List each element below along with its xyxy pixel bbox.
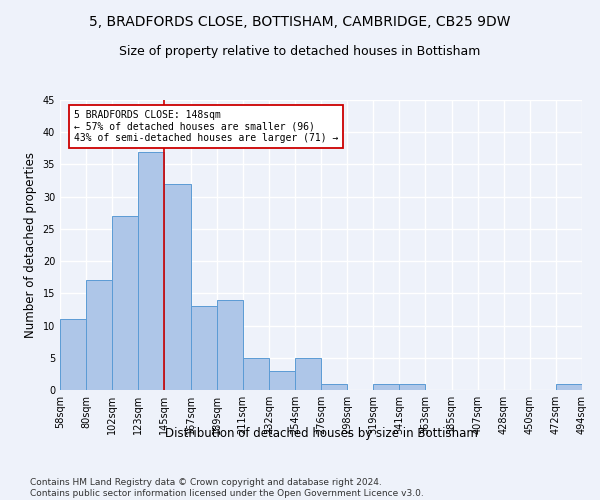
Bar [373,384,400,390]
Bar [60,319,86,390]
Bar [217,300,243,390]
Bar [321,384,347,390]
Bar [269,370,295,390]
Y-axis label: Number of detached properties: Number of detached properties [24,152,37,338]
Text: Distribution of detached houses by size in Bottisham: Distribution of detached houses by size … [164,428,478,440]
Bar [86,280,112,390]
Text: Contains HM Land Registry data © Crown copyright and database right 2024.
Contai: Contains HM Land Registry data © Crown c… [30,478,424,498]
Bar [164,184,191,390]
Text: 5, BRADFORDS CLOSE, BOTTISHAM, CAMBRIDGE, CB25 9DW: 5, BRADFORDS CLOSE, BOTTISHAM, CAMBRIDGE… [89,15,511,29]
Bar [242,358,269,390]
Bar [112,216,139,390]
Bar [556,384,582,390]
Text: 5 BRADFORDS CLOSE: 148sqm
← 57% of detached houses are smaller (96)
43% of semi-: 5 BRADFORDS CLOSE: 148sqm ← 57% of detac… [74,110,338,143]
Text: Size of property relative to detached houses in Bottisham: Size of property relative to detached ho… [119,45,481,58]
Bar [191,306,217,390]
Bar [400,384,425,390]
Bar [139,152,164,390]
Bar [295,358,321,390]
